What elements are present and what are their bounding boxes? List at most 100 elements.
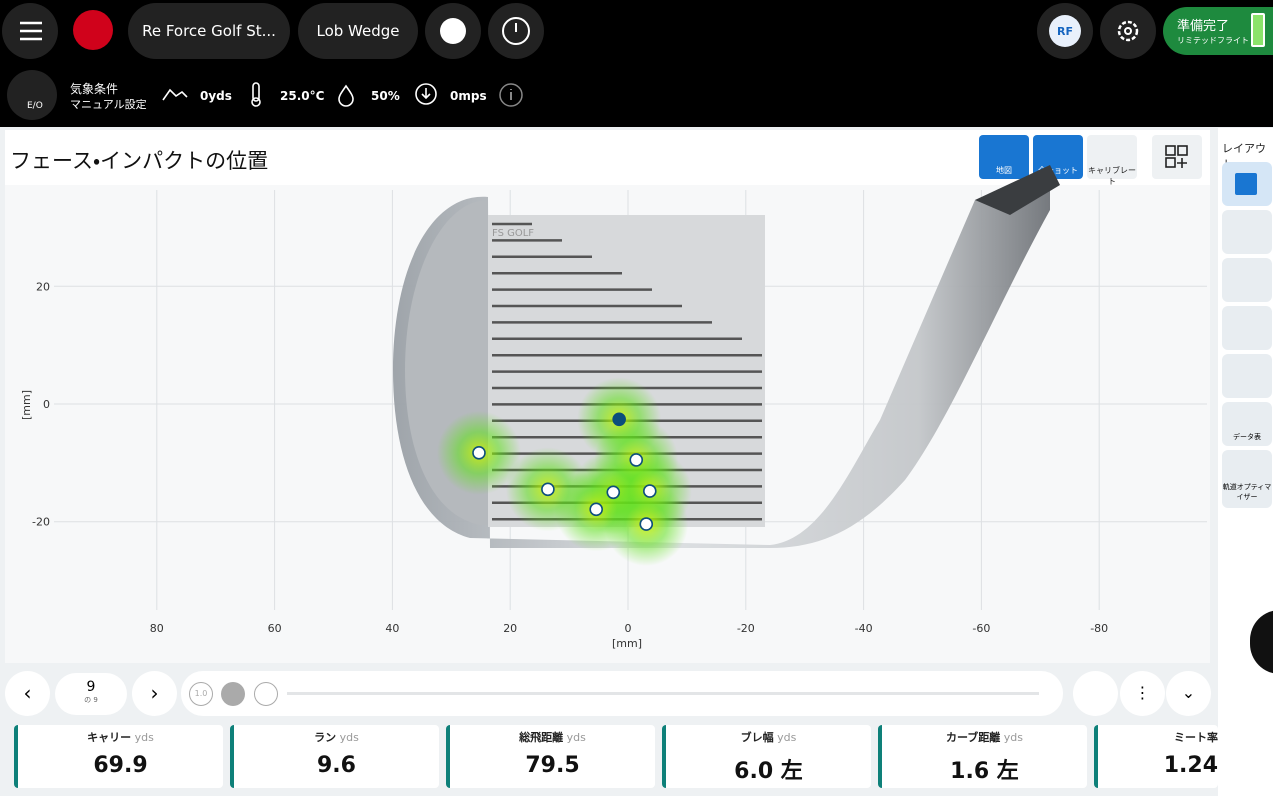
club-button[interactable]: Lob Wedge [298, 3, 418, 59]
metric-label: カーブ距離 [945, 731, 1001, 744]
y-tick-label: -20 [32, 516, 50, 529]
user-button[interactable]: RF [1037, 3, 1093, 59]
shot-total: の 9 [84, 696, 98, 704]
x-tick-label: 20 [503, 622, 517, 635]
metric-label: 総飛距離 [519, 731, 564, 744]
optimizer-button[interactable]: 軌道オプティマイザー [1222, 450, 1272, 508]
metric-card[interactable]: ラン yds 9.6 [230, 725, 439, 788]
impact-point [606, 485, 621, 500]
next-button[interactable]: › [132, 671, 177, 716]
x-tick-label: -60 [972, 622, 990, 635]
impact-point [612, 412, 626, 427]
status-sub: リミテッドフライト [1177, 36, 1249, 45]
prev-button[interactable]: ‹ [5, 671, 50, 716]
calibrate-label: キャリブレート [1088, 166, 1136, 186]
condition-icons [162, 82, 523, 107]
metric-card[interactable]: ブレ幅 yds 6.0 左 [662, 725, 871, 788]
metric-card[interactable]: ミート率 1.24 [1094, 725, 1218, 788]
layout-three[interactable] [1222, 258, 1272, 302]
map-label: 地図 [996, 166, 1012, 175]
impact-point [541, 482, 555, 497]
logo [73, 10, 113, 50]
metric-value: 79.5 [525, 753, 580, 778]
metric-value: 1.6 左 [950, 759, 1019, 784]
metric-card[interactable]: 総飛距離 yds 79.5 [446, 725, 655, 788]
battery [1251, 13, 1265, 47]
impact-point [629, 453, 644, 467]
speed-button[interactable]: 1.0 [189, 682, 213, 706]
trace-button[interactable] [254, 682, 278, 706]
session-button[interactable]: Re Force Golf St... [128, 3, 290, 59]
playback-bar: 1.0 [181, 671, 1063, 716]
metric-label: ブレ幅 [740, 731, 774, 744]
progress-track [287, 692, 1039, 695]
metric-card[interactable]: キャリー yds 69.9 [14, 725, 223, 788]
pause-button[interactable] [221, 682, 245, 706]
metric-value: 6.0 左 [734, 759, 803, 784]
impact-point [472, 446, 486, 460]
data-table-button[interactable]: データ表 [1222, 402, 1272, 446]
map-button[interactable]: 地図 [979, 135, 1029, 179]
wind: 0mps [450, 89, 487, 103]
ball-button[interactable] [425, 3, 481, 59]
x-tick-label: 40 [385, 622, 399, 635]
club-text: FS GOLF [492, 228, 534, 239]
metric-label: ラン [314, 731, 337, 744]
elevation: 0yds [200, 89, 232, 103]
more-button[interactable]: ⋮ [1120, 671, 1165, 716]
x-tick-label: 0 [625, 622, 632, 635]
metric-value: 69.9 [93, 753, 148, 778]
add-widget-button[interactable] [1152, 135, 1202, 179]
layout-three-b[interactable] [1222, 306, 1272, 350]
metric-unit: yds [134, 731, 154, 744]
metric-unit: yds [1003, 731, 1024, 744]
layout-single[interactable] [1222, 162, 1272, 206]
all-shots-label: 全ショット [1038, 166, 1078, 175]
x-tick-label: -40 [855, 622, 873, 635]
y-axis-label: [mm] [20, 390, 33, 420]
panel-title: フェース・インパクトの位置 [10, 149, 269, 173]
shot-number: 9 [86, 679, 96, 695]
conditions-label: 気象条件 [70, 82, 119, 96]
impact-point [642, 484, 657, 498]
metric-unit: yds [339, 731, 359, 744]
y-tick-label: 20 [36, 280, 50, 293]
layout-four[interactable] [1222, 354, 1272, 398]
x-tick-label: 80 [150, 622, 164, 635]
impact-chart: FS GOLF 80 60 40 20 0 -20 -40 -60 -80 20 0 -20 [mm] [… [20, 165, 1207, 650]
menu-button[interactable] [2, 3, 58, 59]
layout-two[interactable] [1222, 210, 1272, 254]
x-tick-label: -20 [737, 622, 755, 635]
metric-unit: yds [566, 731, 586, 744]
humidity: 50% [371, 89, 400, 103]
optimizer-label: 軌道オプティマイザー [1222, 483, 1272, 501]
x-tick-label: -80 [1090, 622, 1108, 635]
power-button[interactable] [488, 3, 544, 59]
metric-value: 1.24 [1163, 753, 1218, 778]
settings-button[interactable] [1100, 3, 1156, 59]
weather-icon[interactable]: E/O [7, 70, 57, 120]
metric-label: キャリー [87, 731, 132, 744]
x-tick-label: 60 [268, 622, 282, 635]
metric-card[interactable]: カーブ距離 yds 1.6 左 [878, 725, 1087, 788]
status-text: 準備完了 [1177, 19, 1230, 34]
user-avatar: RF [1049, 15, 1081, 47]
metric-value: 9.6 [317, 753, 356, 778]
floating-badge[interactable] [1250, 610, 1273, 674]
replay-button[interactable] [1073, 671, 1118, 716]
x-axis-label: [mm] [612, 637, 642, 650]
impact-point [589, 502, 603, 517]
weather-icon-label: E/O [27, 101, 43, 111]
calibrate-button[interactable]: キャリブレート [1087, 135, 1137, 186]
metric-unit: yds [777, 731, 797, 744]
data-table-label: データ表 [1233, 433, 1261, 441]
temperature: 25.0°C [280, 89, 325, 103]
collapse-button[interactable]: ⌄ [1166, 671, 1211, 716]
y-tick-label: 0 [43, 398, 50, 411]
status-button[interactable]: 準備完了 リミテッドフライト [1163, 7, 1273, 55]
conditions-mode: マニュアル設定 [70, 98, 147, 111]
metric-label: ミート率 [1174, 731, 1218, 744]
impact-point [639, 517, 654, 531]
